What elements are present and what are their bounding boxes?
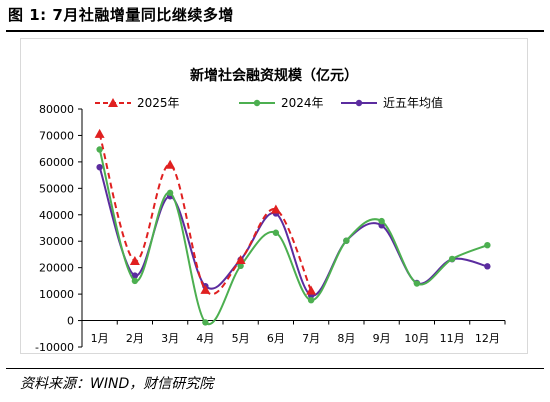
x-tick-label: 1月 (91, 332, 109, 345)
plot-area (94, 128, 491, 326)
figure-title: 图 1: 7月社融增量同比继续多增 (8, 6, 234, 24)
data-point (129, 256, 140, 266)
data-point (272, 229, 280, 236)
data-point (484, 263, 491, 270)
legend-marker (108, 98, 118, 107)
y-tick-label: 60000 (39, 156, 74, 169)
data-point (343, 237, 350, 244)
data-point (96, 146, 103, 153)
y-axis: -10000 0 10000 20000 30000 40000 50000 60000 700… (35, 103, 83, 354)
data-point (307, 296, 315, 304)
source-note: 资料来源：WIND，财信研究院 (20, 376, 214, 392)
x-tick-label: 12月 (475, 332, 500, 345)
legend-marker (253, 99, 261, 107)
data-point (202, 319, 209, 326)
data-point (270, 204, 281, 214)
series-2 (96, 146, 491, 326)
data-point (200, 284, 211, 294)
y-tick-label: 50000 (39, 182, 74, 195)
x-tick-label: 5月 (232, 332, 250, 345)
legend-label: 近五年均值 (383, 95, 443, 110)
data-point (235, 254, 246, 264)
chart-container: 新增社会融资规模（亿元） 2025年 2024年 近五年均值 -10000 0 1000… (20, 38, 528, 354)
data-point (237, 262, 244, 270)
data-point (96, 163, 103, 171)
data-point (484, 241, 491, 249)
legend-label: 2025年 (137, 96, 180, 110)
legend-item: 2024年 (239, 96, 324, 110)
x-tick-label: 8月 (337, 332, 355, 345)
y-tick-label: 20000 (39, 262, 74, 275)
data-point (131, 272, 139, 279)
legend-label: 2024年 (281, 96, 324, 110)
data-point (165, 159, 176, 169)
data-point (131, 277, 139, 285)
data-point (413, 280, 421, 287)
x-tick-label: 4月 (196, 332, 214, 345)
title-divider (6, 30, 544, 32)
x-tick-label: 7月 (302, 332, 320, 345)
legend-item: 2025年 (95, 96, 180, 110)
y-tick-label: 40000 (39, 209, 74, 222)
x-tick-label: 2月 (126, 332, 144, 345)
x-tick-label: 10月 (404, 332, 429, 345)
y-tick-label: -10000 (35, 341, 74, 353)
legend-marker (355, 99, 363, 107)
series-line (98, 166, 488, 297)
y-tick-label: 0 (67, 315, 74, 328)
series-line (98, 149, 488, 326)
source-divider (6, 368, 544, 369)
data-point (94, 128, 105, 138)
x-tick-label: 3月 (161, 332, 179, 345)
y-tick-label: 70000 (39, 129, 74, 142)
chart-legend: 2025年 2024年 近五年均值 (95, 95, 443, 110)
y-tick-label: 10000 (39, 288, 74, 301)
x-tick-label: 11月 (440, 332, 465, 345)
legend-item: 近五年均值 (341, 95, 443, 110)
line-chart: 新增社会融资规模（亿元） 2025年 2024年 近五年均值 -10000 0 1000… (35, 67, 506, 354)
x-tick-label: 9月 (373, 332, 391, 345)
chart-title: 新增社会融资规模（亿元） (190, 67, 358, 84)
data-point (448, 255, 456, 263)
x-tick-label: 6月 (267, 332, 285, 345)
data-point (306, 285, 317, 295)
data-point (166, 189, 174, 197)
x-axis: 1月 2月 3月 4月 5月 6月 7月 8月 9月 10月 11月 12月 (81, 320, 506, 345)
data-point (378, 217, 385, 225)
y-tick-label: 30000 (39, 235, 74, 248)
y-tick-label: 80000 (39, 103, 74, 116)
series-1 (94, 128, 317, 296)
series-line (98, 133, 313, 296)
